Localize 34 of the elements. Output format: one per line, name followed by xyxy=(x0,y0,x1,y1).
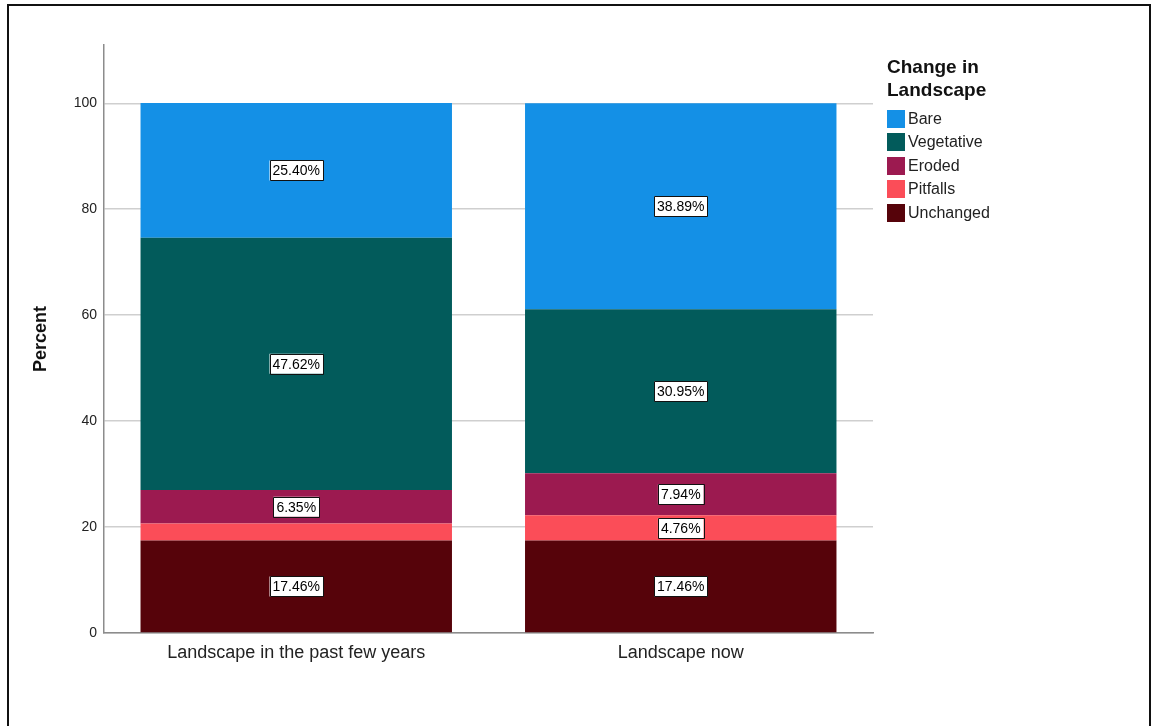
legend-label: Pitfalls xyxy=(908,180,956,199)
x-tick-label: Landscape in the past few years xyxy=(167,641,426,662)
x-tick-label: Landscape now xyxy=(617,641,745,662)
data-label: 38.89% xyxy=(657,198,705,215)
bar xyxy=(525,103,837,310)
bar xyxy=(140,237,452,490)
bar xyxy=(140,540,452,633)
y-tick-label: 20 xyxy=(81,517,98,534)
legend-label: Bare xyxy=(908,109,942,128)
data-label: 25.40% xyxy=(272,162,320,179)
bar xyxy=(140,103,452,238)
data-label: 7.94% xyxy=(660,486,701,503)
y-tick-label: 0 xyxy=(89,623,98,640)
data-label: 4.76% xyxy=(660,519,701,536)
bar xyxy=(140,489,452,524)
data-label: 17.46% xyxy=(272,578,320,595)
legend-label: Eroded xyxy=(908,156,960,175)
y-axis-title: Percent xyxy=(29,305,50,373)
legend-label: Unchanged xyxy=(908,203,990,222)
data-label: 17.46% xyxy=(657,578,705,595)
legend-title: Change in Landscape xyxy=(887,55,988,101)
y-tick-label: 40 xyxy=(81,411,98,428)
bar xyxy=(525,309,837,474)
data-label: 6.35% xyxy=(276,498,317,515)
bar xyxy=(525,540,837,633)
data-label: 30.95% xyxy=(657,383,705,400)
y-tick-label: 80 xyxy=(81,200,98,217)
data-label: 47.62% xyxy=(272,355,320,372)
y-tick-label: 100 xyxy=(73,94,98,111)
legend-label: Vegetative xyxy=(908,133,983,152)
bar xyxy=(140,523,452,541)
y-tick-label: 60 xyxy=(81,306,98,323)
bar xyxy=(525,515,837,541)
bar xyxy=(525,473,837,516)
